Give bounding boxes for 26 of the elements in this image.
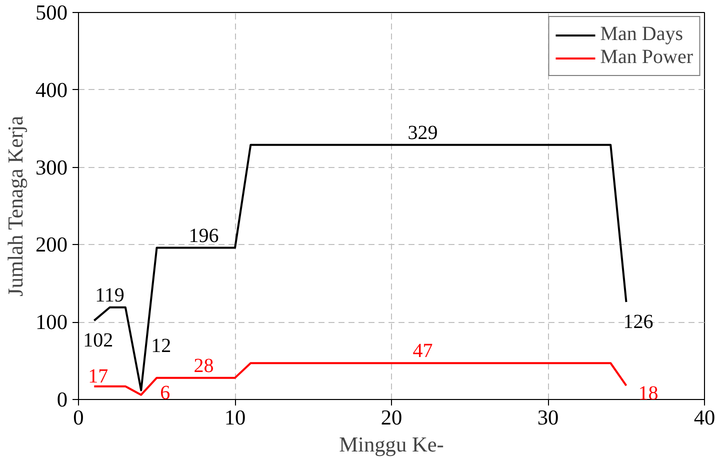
y-tick-label: 400 (36, 78, 68, 102)
data-label: 126 (623, 310, 654, 333)
y-tick-label: 100 (36, 310, 68, 334)
data-label: 12 (151, 335, 172, 358)
data-label: 102 (83, 330, 114, 352)
x-tick-label: 30 (537, 406, 559, 430)
data-label: 47 (412, 340, 433, 362)
data-label: 17 (88, 365, 108, 388)
x-tick-label: 40 (694, 406, 716, 430)
data-label: 329 (408, 122, 438, 144)
y-axis-title: Jumlah Tenaga Kerja (4, 115, 28, 296)
x-tick-label: 20 (380, 406, 402, 430)
legend-label: Man Days (600, 23, 683, 46)
x-tick-label: 0 (73, 406, 84, 430)
x-tick-label: 10 (224, 406, 246, 430)
data-label: 196 (188, 224, 219, 247)
y-tick-label: 200 (36, 232, 68, 257)
legend-label: Man Power (600, 46, 693, 69)
y-tick-label: 500 (36, 0, 68, 24)
y-tick-label: 300 (36, 155, 68, 180)
data-label: 119 (95, 284, 124, 306)
data-label: 18 (638, 382, 658, 405)
y-tick-label: 0 (56, 388, 68, 412)
data-label: 6 (160, 382, 170, 404)
x-axis-title: Minggu Ke- (339, 432, 444, 456)
data-label: 28 (194, 354, 214, 377)
